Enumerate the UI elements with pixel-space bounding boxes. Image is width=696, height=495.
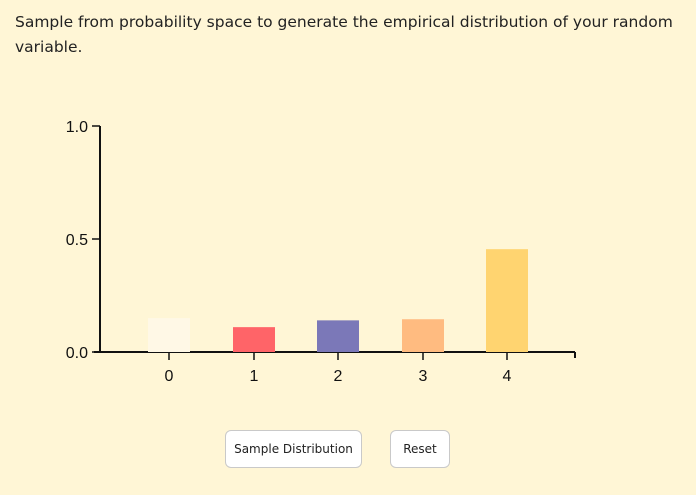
x-tick-label: 3 (419, 368, 428, 385)
y-tick-label: 0.0 (66, 345, 88, 362)
x-tick-label: 2 (334, 368, 343, 385)
y-tick-label: 1.0 (66, 119, 88, 136)
instructions-text: Sample from probability space to generat… (15, 13, 673, 56)
x-tick-label: 4 (503, 368, 512, 385)
x-tick-label: 0 (165, 368, 174, 385)
chart-ticks: 0.0 0.5 1.0 0 1 2 3 4 (66, 119, 512, 385)
bar-1 (233, 327, 275, 352)
bar-4 (486, 249, 528, 352)
bar-chart: 0.0 0.5 1.0 0 1 2 3 4 (66, 119, 576, 385)
reset-button[interactable]: Reset (390, 430, 450, 468)
x-tick-label: 1 (250, 368, 259, 385)
sample-distribution-button[interactable]: Sample Distribution (225, 430, 362, 468)
bar-3 (402, 319, 444, 352)
chart-bars (148, 249, 528, 352)
y-tick-label: 0.5 (66, 232, 88, 249)
bar-0 (148, 318, 190, 352)
bar-2 (317, 320, 359, 352)
